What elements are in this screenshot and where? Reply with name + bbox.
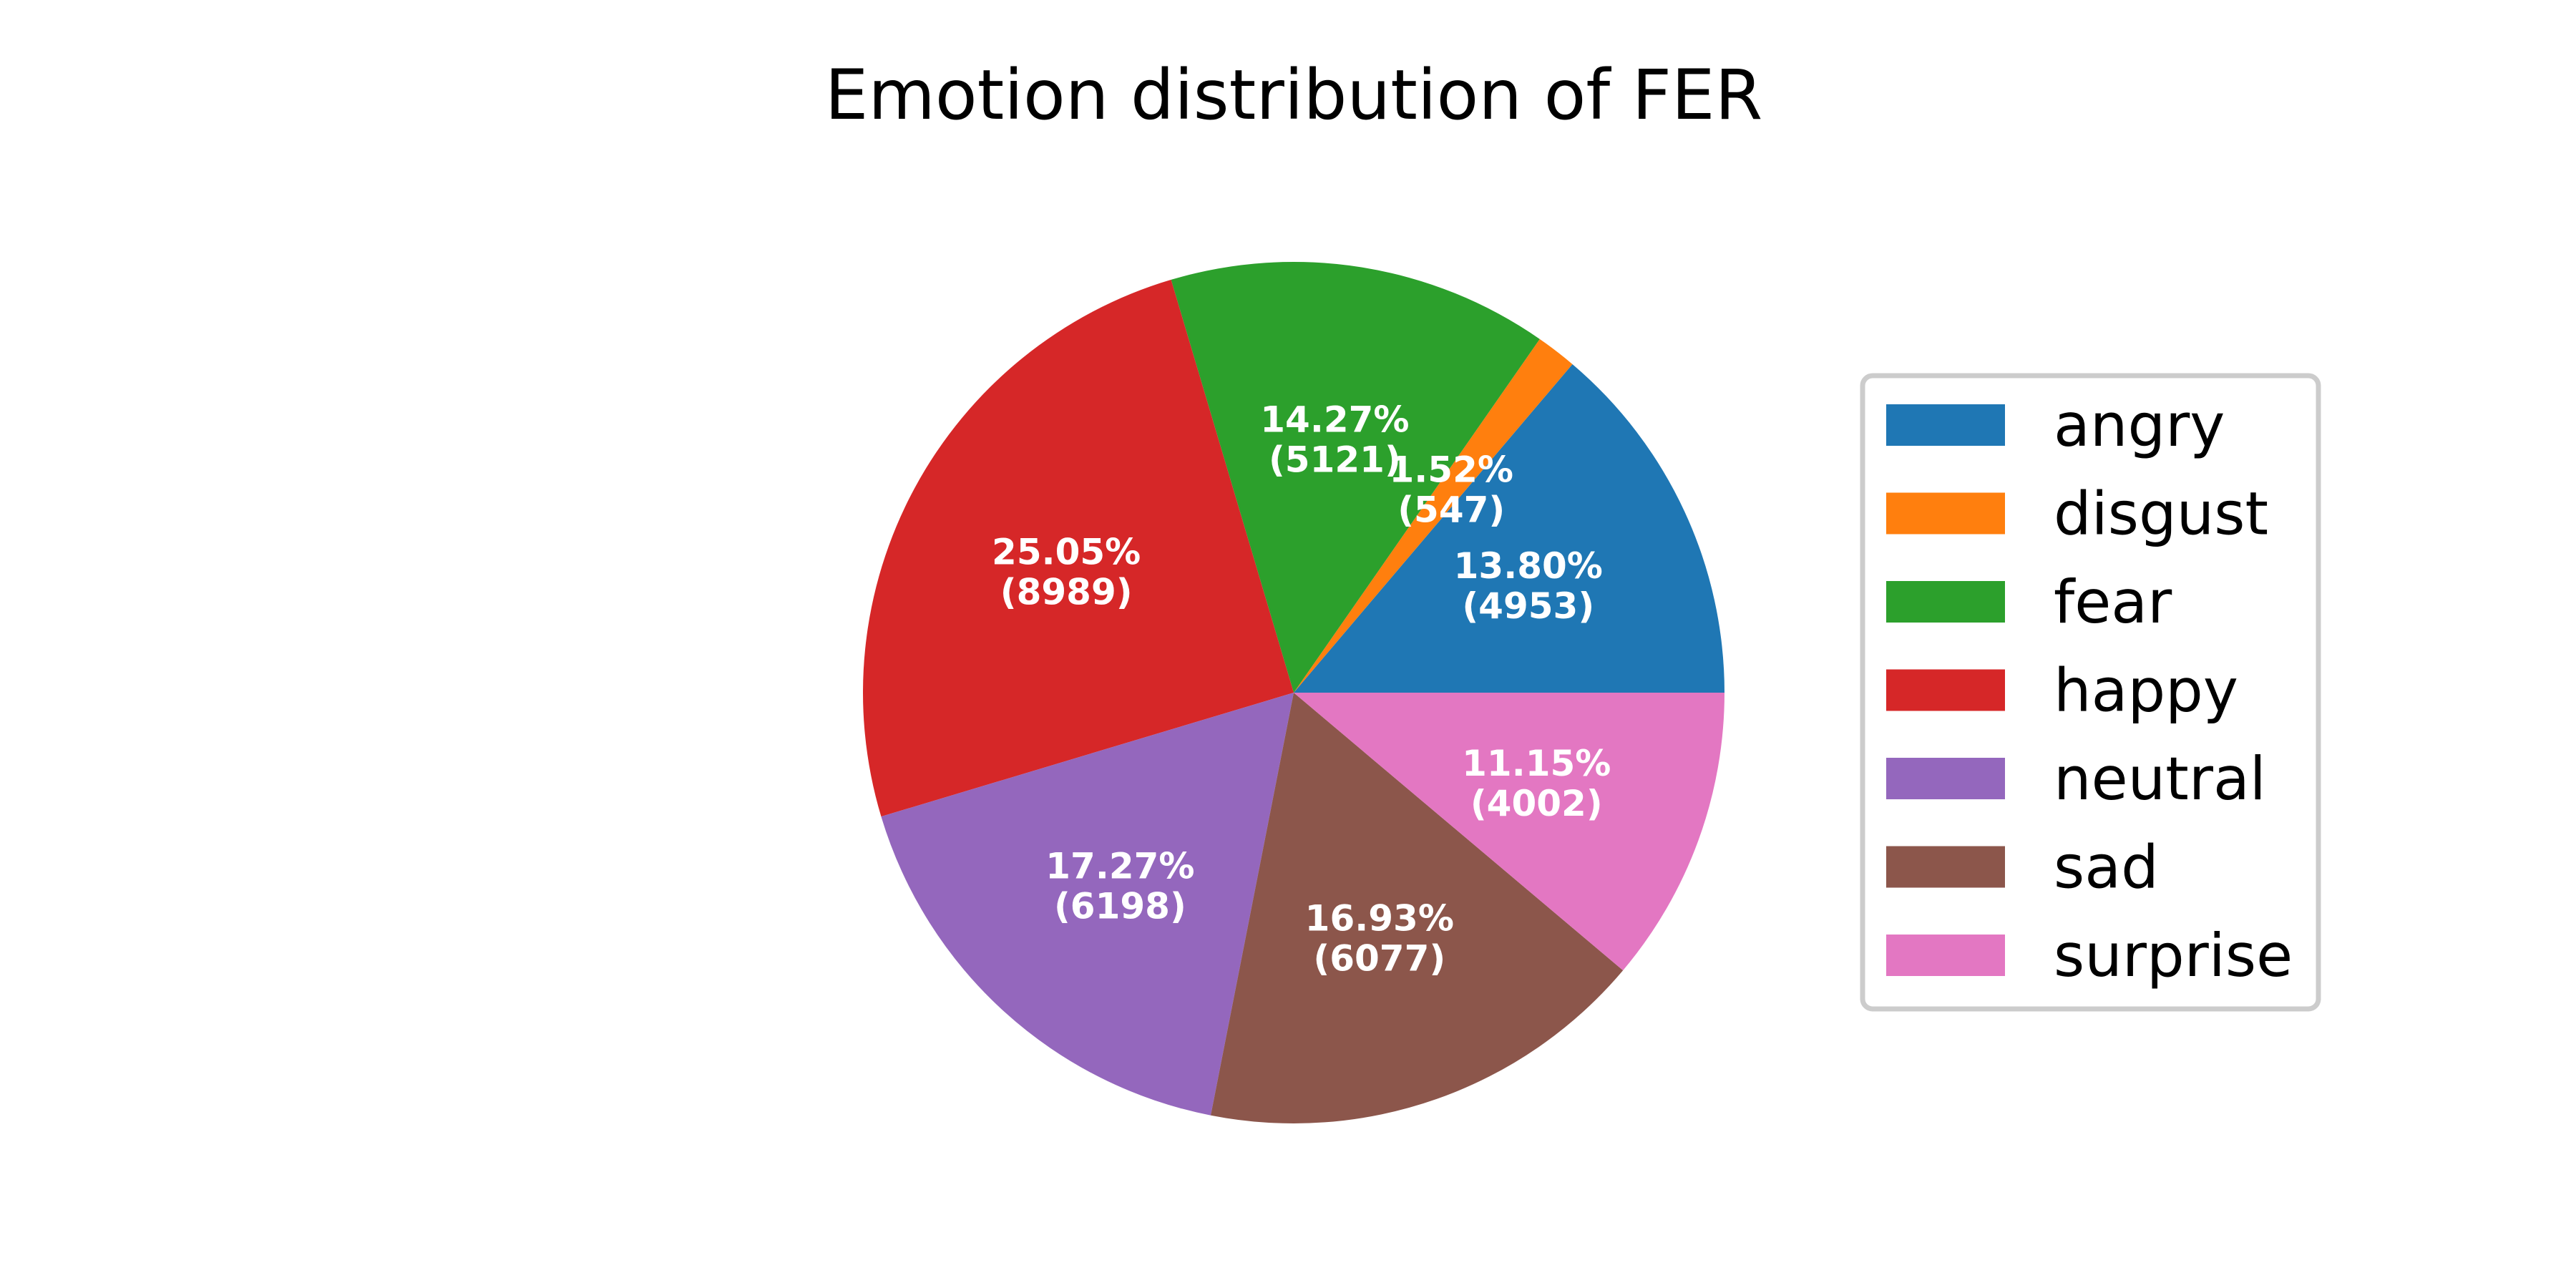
legend-swatch-happy <box>1886 669 2005 711</box>
pie-slice-neutral <box>881 693 1294 1116</box>
legend-swatch-disgust <box>1886 492 2005 535</box>
legend-swatch-surprise <box>1886 935 2005 976</box>
legend-label-disgust: disgust <box>2054 479 2268 549</box>
pie-slice-angry <box>1294 364 1724 693</box>
slice-percent-fear: 14.27% <box>1260 399 1409 440</box>
legend-label-angry: angry <box>2054 391 2225 460</box>
legend: angry disgust fear happy neutral sad surprise <box>1860 373 2321 1012</box>
slice-label-surprise: 11.15% (4002) <box>1462 743 1611 824</box>
slice-percent-sad: 16.93% <box>1305 898 1454 940</box>
legend-label-surprise: surprise <box>2054 921 2293 990</box>
slice-label-happy: 25.05% (8989) <box>992 531 1141 613</box>
pie-slice-disgust <box>1294 338 1573 693</box>
slice-count-angry: (4953) <box>1462 585 1594 627</box>
legend-swatch-neutral <box>1886 758 2005 799</box>
pie-slice-fear <box>1171 261 1540 693</box>
slice-label-fear: 14.27% (5121) <box>1260 399 1409 480</box>
slice-count-disgust: (547) <box>1397 489 1505 531</box>
legend-label-neutral: neutral <box>2054 744 2266 814</box>
slice-count-fear: (5121) <box>1269 439 1401 480</box>
slice-percent-angry: 13.80% <box>1454 545 1603 587</box>
slice-percent-happy: 25.05% <box>992 531 1141 572</box>
slice-percent-neutral: 17.27% <box>1045 846 1194 887</box>
slice-percent-disgust: 1.52% <box>1390 449 1513 491</box>
pie-slice-happy <box>862 279 1294 817</box>
slice-percent-surprise: 11.15% <box>1462 743 1611 784</box>
legend-label-happy: happy <box>2054 656 2238 726</box>
slice-count-surprise: (4002) <box>1470 783 1603 824</box>
slice-label-neutral: 17.27% (6198) <box>1045 846 1194 927</box>
chart-title: Emotion distribution of FER <box>825 55 1763 135</box>
slice-count-neutral: (6198) <box>1054 886 1186 927</box>
slice-label-sad: 16.93% (6077) <box>1305 898 1454 980</box>
legend-swatch-fear <box>1886 581 2005 623</box>
slice-count-happy: (8989) <box>1000 571 1133 613</box>
slice-label-angry: 13.80% (4953) <box>1454 545 1603 627</box>
legend-swatch-sad <box>1886 846 2005 888</box>
slice-labels: 13.80% (4953)1.52% (547)14.27% (5121)25.05%… <box>992 399 1611 979</box>
pie-slice-surprise <box>1294 693 1724 971</box>
pie-slice-sad <box>1211 693 1624 1123</box>
slice-count-sad: (6077) <box>1313 938 1445 980</box>
legend-label-fear: fear <box>2054 567 2172 637</box>
pie-slices <box>862 261 1724 1123</box>
legend-swatch-angry <box>1886 404 2005 446</box>
slice-label-disgust: 1.52% (547) <box>1390 449 1513 531</box>
legend-label-sad: sad <box>2054 833 2159 902</box>
